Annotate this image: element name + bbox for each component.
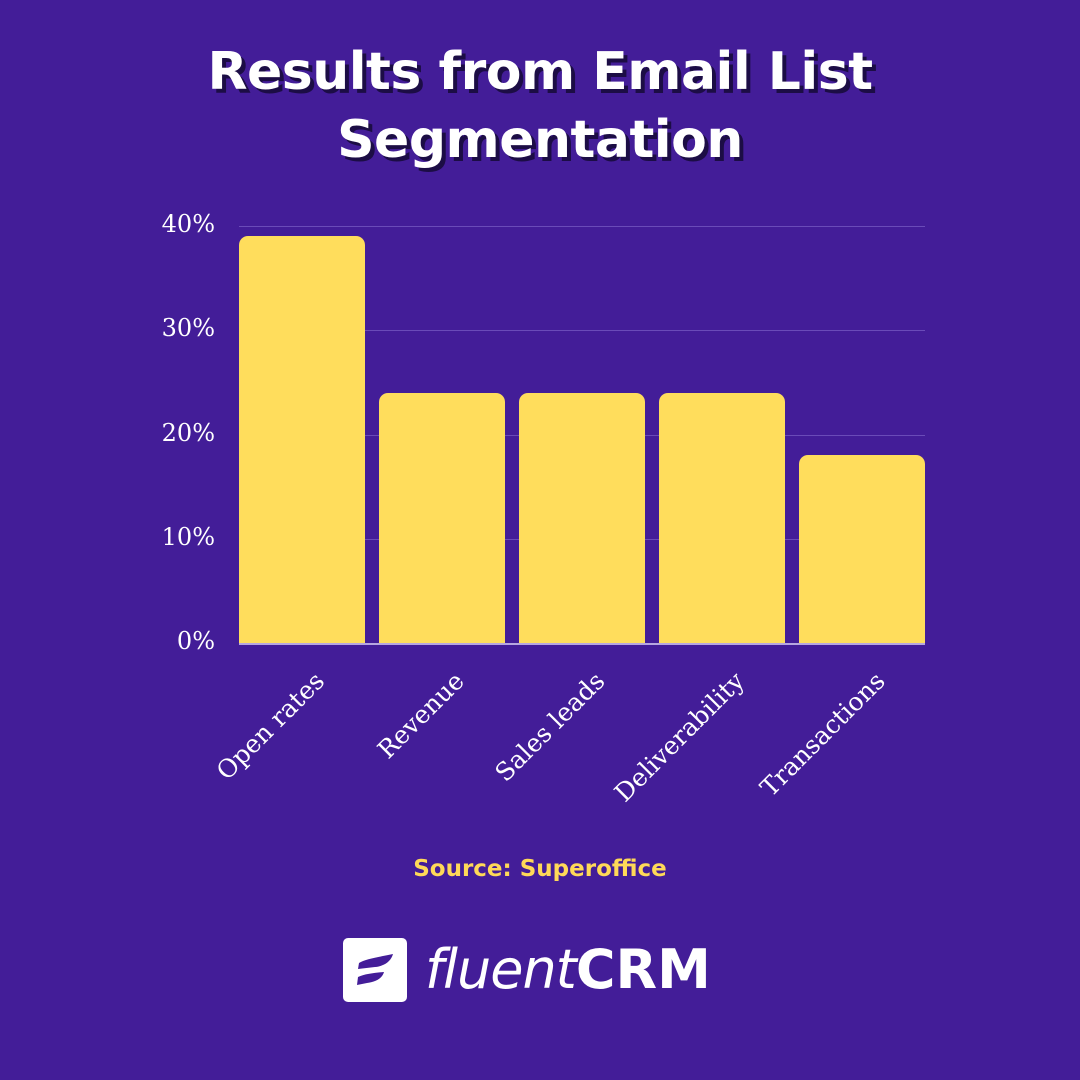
brand-wordmark-light: fluent xyxy=(425,938,577,1001)
y-tick-label: 0% xyxy=(176,627,215,655)
bar-chart: 0% 10% 20% 30% 40% Open rates Revenue Sales le… xyxy=(161,210,925,808)
chart-title: Results from Email List Segmentation xyxy=(0,38,1080,174)
x-tick-label: Revenue xyxy=(371,666,470,765)
y-tick-label: 20% xyxy=(161,419,215,447)
gridline xyxy=(239,330,925,331)
chart-title-line-2: Segmentation xyxy=(337,110,743,170)
bar-sales-leads xyxy=(519,393,645,643)
x-tick-label: Transactions xyxy=(754,666,891,803)
bar-revenue xyxy=(379,393,505,643)
brand-wordmark: fluentCRM xyxy=(425,937,711,1003)
gridline xyxy=(239,226,925,227)
x-axis-line xyxy=(239,643,925,645)
x-tick-label: Deliverability xyxy=(608,666,751,808)
chart-title-line-1: Results from Email List xyxy=(207,42,873,102)
y-tick-label: 10% xyxy=(161,523,215,551)
brand-logo: fluentCRM xyxy=(343,937,711,1003)
bar-deliverability xyxy=(659,393,785,643)
source-note: Source: Superoffice xyxy=(413,856,667,882)
fluentcrm-logo-icon xyxy=(343,938,407,1002)
y-tick-label: 40% xyxy=(161,210,215,238)
brand-wordmark-bold: CRM xyxy=(575,938,711,1001)
x-tick-label: Open rates xyxy=(210,666,331,786)
x-tick-label: Sales leads xyxy=(489,666,611,788)
bar-open-rates xyxy=(239,236,365,643)
bar-transactions xyxy=(799,455,925,643)
y-tick-label: 30% xyxy=(161,314,215,342)
